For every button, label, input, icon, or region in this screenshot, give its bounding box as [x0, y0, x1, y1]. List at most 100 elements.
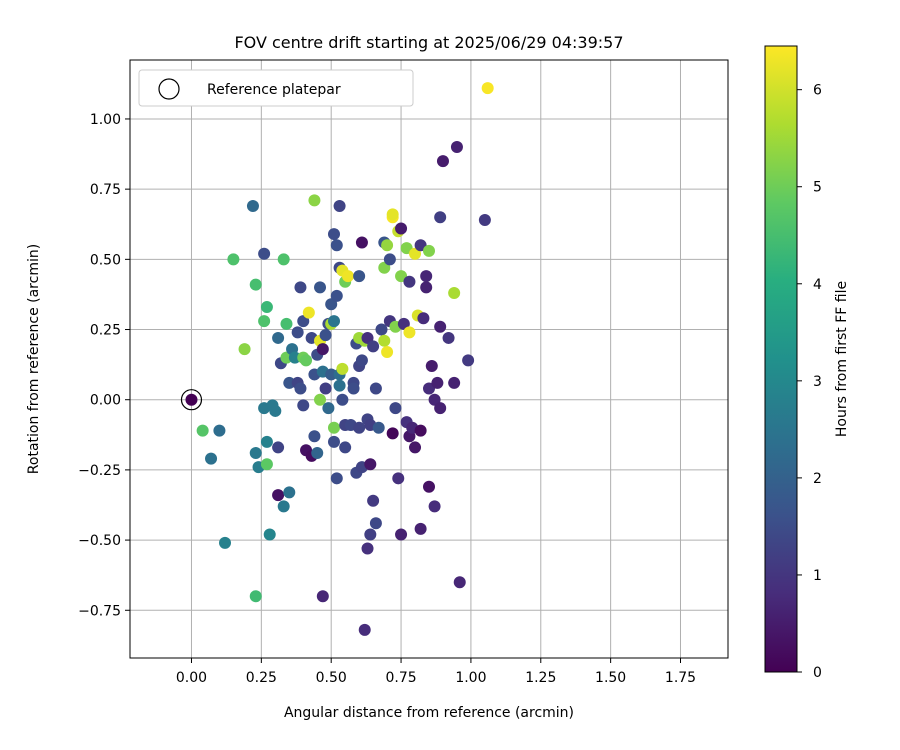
data-point [280, 351, 293, 364]
data-point [272, 489, 285, 502]
data-point [260, 435, 273, 448]
data-point [327, 228, 340, 241]
data-point [367, 340, 380, 353]
colorbar-ticks: 0 1 2 3 4 5 6 [797, 83, 822, 681]
data-point [428, 500, 441, 513]
legend-box [138, 69, 414, 107]
data-point [409, 247, 422, 260]
y-tick-label: 0.50 [90, 252, 121, 268]
colorbar-tick-label: 3 [813, 374, 822, 390]
data-point [367, 494, 380, 507]
data-point [378, 261, 391, 274]
data-point [448, 376, 461, 389]
legend-entry-reference-platepar: Reference platepar [207, 82, 341, 98]
y-tick-label: 0.75 [90, 182, 121, 198]
y-tick-label: 1.00 [90, 112, 121, 128]
x-axis-label: Angular distance from reference (arcmin) [284, 705, 574, 721]
data-point [272, 331, 285, 344]
data-point [325, 298, 338, 311]
x-tick-label: 0.00 [176, 670, 207, 686]
data-point [353, 421, 366, 434]
data-point [336, 362, 349, 375]
data-point [314, 393, 327, 406]
data-point [417, 312, 430, 325]
data-point [327, 421, 340, 434]
data-point [327, 435, 340, 448]
legend: Reference platepar [138, 69, 414, 107]
data-point [481, 82, 494, 95]
data-point [355, 354, 368, 367]
data-point [339, 441, 352, 454]
data-point [369, 517, 382, 530]
data-point [316, 343, 329, 356]
data-point [372, 421, 385, 434]
plot-frame [129, 59, 729, 659]
x-tick-label: 0.25 [246, 670, 277, 686]
data-point [330, 472, 343, 485]
data-point [442, 331, 455, 344]
x-tick-label: 1.50 [595, 670, 626, 686]
data-point [425, 360, 438, 373]
data-point [436, 155, 449, 168]
data-point [462, 354, 475, 367]
data-point [249, 447, 262, 460]
chart-title: FOV centre drift starting at 2025/06/29 … [234, 33, 623, 52]
y-tick-label: −0.25 [78, 463, 121, 479]
data-point [420, 281, 433, 294]
colorbar-tick-label: 0 [813, 665, 822, 681]
data-point [297, 315, 310, 328]
data-point [434, 211, 447, 224]
data-point [205, 452, 218, 465]
x-tick-label: 0.50 [316, 670, 347, 686]
data-point [420, 270, 433, 283]
data-point [277, 253, 290, 266]
data-point [395, 222, 408, 235]
data-point [414, 424, 427, 437]
data-point [283, 376, 296, 389]
y-tick-label: 0.00 [90, 393, 121, 409]
data-point [431, 376, 444, 389]
data-point [448, 287, 461, 300]
data-point [327, 315, 340, 328]
data-point [397, 317, 410, 330]
x-tick-label: 0.75 [385, 670, 416, 686]
data-point [478, 214, 491, 227]
data-point [403, 326, 416, 339]
data-point [269, 404, 282, 417]
data-point [361, 331, 374, 344]
data-point [403, 275, 416, 288]
data-point [386, 427, 399, 440]
data-point [288, 351, 301, 364]
x-axis-ticks: 0.00 0.25 0.50 0.75 1.00 1.25 1.50 1.75 [176, 658, 696, 686]
data-point [272, 441, 285, 454]
data-point [260, 458, 273, 471]
data-point [294, 281, 307, 294]
data-point [392, 472, 405, 485]
data-point [375, 323, 388, 336]
data-point [450, 141, 463, 154]
data-point [434, 402, 447, 415]
data-point [383, 253, 396, 266]
colorbar-tick-label: 2 [813, 471, 822, 487]
colorbar-tick-label: 6 [813, 83, 822, 99]
data-point [283, 486, 296, 499]
data-point [364, 458, 377, 471]
data-point [297, 399, 310, 412]
grid-lines [130, 60, 728, 658]
x-tick-label: 1.75 [665, 670, 696, 686]
data-point [311, 447, 324, 460]
data-point [361, 542, 374, 555]
data-point [249, 278, 262, 291]
data-point [319, 382, 332, 395]
data-point [389, 402, 402, 415]
data-point [325, 368, 338, 381]
data-point [369, 382, 382, 395]
data-point [428, 393, 441, 406]
colorbar-tick-label: 1 [813, 568, 822, 584]
data-point [263, 528, 276, 541]
data-point [258, 315, 271, 328]
data-point [227, 253, 240, 266]
data-point [316, 590, 329, 603]
data-point [196, 424, 209, 437]
